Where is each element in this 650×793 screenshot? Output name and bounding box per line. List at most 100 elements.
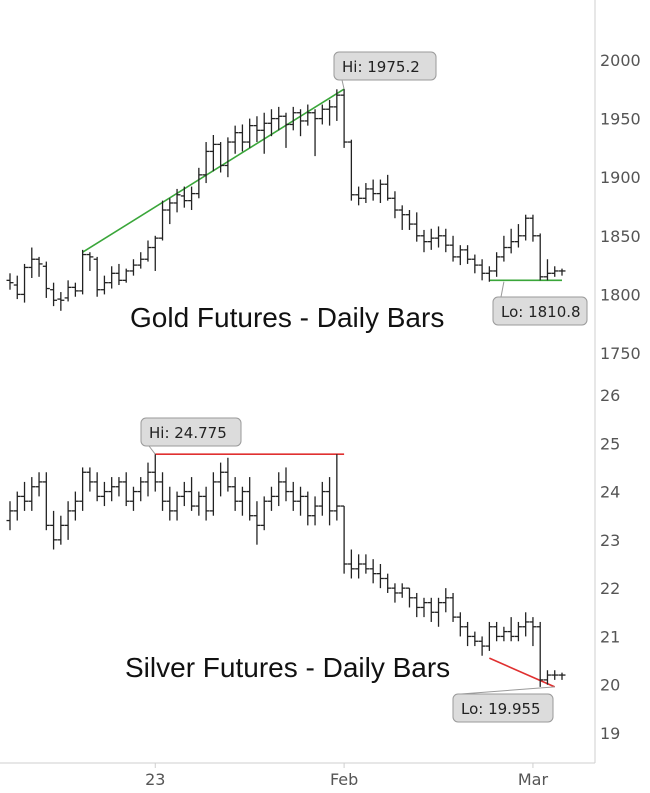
ohlc-bar [384, 573, 392, 593]
ohlc-bar [318, 104, 326, 125]
ohlc-bar [529, 214, 537, 242]
x-tick-label: 23 [145, 770, 165, 789]
ohlc-bar [42, 472, 50, 531]
ohlc-bar [391, 191, 399, 219]
ohlc-bar [435, 597, 443, 627]
y-tick-label: 24 [600, 483, 620, 502]
y-tick-label: 20 [600, 676, 620, 695]
ohlc-bar [115, 477, 123, 497]
ohlc-bar [100, 275, 108, 295]
y-tick-label: 21 [600, 627, 620, 646]
ohlc-bar [86, 252, 94, 271]
ohlc-bar [129, 486, 137, 511]
y-tick-label: 19 [600, 724, 620, 743]
ohlc-bar [253, 501, 261, 545]
ohlc-bar [362, 554, 370, 574]
ohlc-bar [57, 515, 65, 545]
ohlc-bar [202, 486, 210, 521]
gold-panel: 1750 1800 1850 1900 1950 2000 Gold Futures - D… [6, 51, 641, 363]
ohlc-bars [6, 89, 566, 311]
ohlc-bar [543, 670, 551, 685]
ohlc-bar [464, 621, 472, 647]
ohlc-bar [129, 259, 137, 276]
ohlc-bar [340, 89, 348, 148]
ohlc-bar [536, 233, 544, 281]
ohlc-bars [6, 454, 566, 687]
ohlc-bar [420, 229, 428, 253]
ohlc-bar [376, 564, 384, 589]
ohlc-bar [144, 240, 152, 262]
ohlc-bar [536, 621, 544, 687]
ohlc-bar [275, 472, 283, 507]
ohlc-bar [28, 247, 36, 278]
y-tick-label: 23 [600, 531, 620, 550]
ohlc-bar [500, 626, 508, 642]
ohlc-bar [275, 106, 283, 131]
ohlc-bar [86, 467, 94, 492]
ohlc-bar [485, 266, 493, 282]
ohlc-bar [122, 268, 130, 283]
ohlc-bar [35, 472, 43, 497]
ohlc-bar [551, 266, 559, 277]
ohlc-bar [347, 139, 355, 201]
ohlc-bar [267, 486, 275, 511]
ohlc-bar [166, 486, 174, 521]
ohlc-bar [260, 496, 268, 531]
ohlc-bar [369, 179, 377, 201]
ohlc-bar [507, 228, 515, 254]
x-tick-label: Mar [518, 770, 549, 789]
ohlc-bar [427, 597, 435, 622]
ohlc-bar [21, 481, 29, 511]
ohlc-bar [289, 481, 297, 511]
ohlc-bar [79, 467, 87, 511]
ohlc-bar [405, 210, 413, 230]
y-tick-label: 25 [600, 434, 620, 453]
ohlc-bar [551, 670, 559, 680]
ohlc-bar [246, 118, 254, 148]
ohlc-bar [115, 263, 123, 286]
ohlc-bar [79, 249, 87, 295]
low-callout-box [452, 693, 554, 723]
silver-panel: 19 20 21 22 23 24 25 26 Silver Futures - Daily B… [6, 386, 620, 743]
ohlc-bar [57, 292, 65, 311]
ohlc-bar [173, 188, 181, 213]
ohlc-bar [180, 186, 188, 208]
ohlc-bar [311, 496, 319, 526]
ohlc-bar [297, 109, 305, 137]
low-callout-label: Lo: 19.955 [461, 700, 541, 718]
ohlc-bar [282, 467, 290, 502]
ohlc-bar [318, 481, 326, 516]
y-tick-label: 22 [600, 579, 620, 598]
ohlc-bar [21, 263, 29, 303]
ohlc-bar [355, 186, 363, 206]
ohlc-bar [209, 472, 217, 516]
high-callout-label: Hi: 1975.2 [342, 58, 420, 76]
ohlc-bar [413, 592, 421, 618]
low-callout-label: Lo: 1810.8 [501, 303, 581, 321]
ohlc-bar [369, 559, 377, 584]
high-callout-box [333, 51, 437, 81]
ohlc-bar [347, 549, 355, 579]
ohlc-bar [209, 135, 217, 172]
high-callout-label: Hi: 24.775 [149, 424, 227, 442]
ohlc-bar [478, 259, 486, 281]
ohlc-bar [93, 472, 101, 502]
ohlc-bar [427, 228, 435, 250]
ohlc-bar [166, 198, 174, 225]
ohlc-bar [64, 501, 72, 540]
ohlc-bar [224, 137, 232, 178]
ohlc-bar [159, 200, 167, 241]
y-tick-label: 1850 [600, 227, 641, 246]
y-tick-label: 2000 [600, 51, 641, 70]
y-tick-label: 1750 [600, 344, 641, 363]
ohlc-bar [180, 481, 188, 507]
ohlc-bar [500, 235, 508, 262]
ohlc-bar [340, 505, 348, 574]
ohlc-bar [442, 228, 450, 253]
ohlc-bar [333, 89, 341, 121]
ohlc-bar [355, 554, 363, 579]
ohlc-bar [333, 454, 341, 521]
ohlc-bar [71, 491, 79, 521]
ohlc-bar [471, 254, 479, 274]
ohlc-bar [6, 273, 14, 290]
